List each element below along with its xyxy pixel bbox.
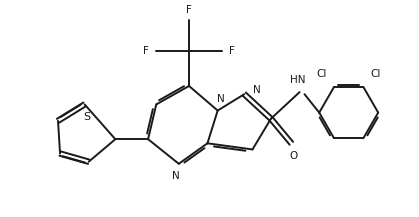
Text: O: O xyxy=(289,151,297,161)
Text: HN: HN xyxy=(290,75,305,85)
Text: S: S xyxy=(83,112,90,122)
Text: F: F xyxy=(229,46,235,56)
Text: N: N xyxy=(217,94,225,104)
Text: N: N xyxy=(172,171,179,181)
Text: Cl: Cl xyxy=(316,69,326,79)
Text: F: F xyxy=(143,46,149,56)
Text: F: F xyxy=(186,5,192,15)
Text: Cl: Cl xyxy=(371,69,381,79)
Text: N: N xyxy=(253,85,261,95)
